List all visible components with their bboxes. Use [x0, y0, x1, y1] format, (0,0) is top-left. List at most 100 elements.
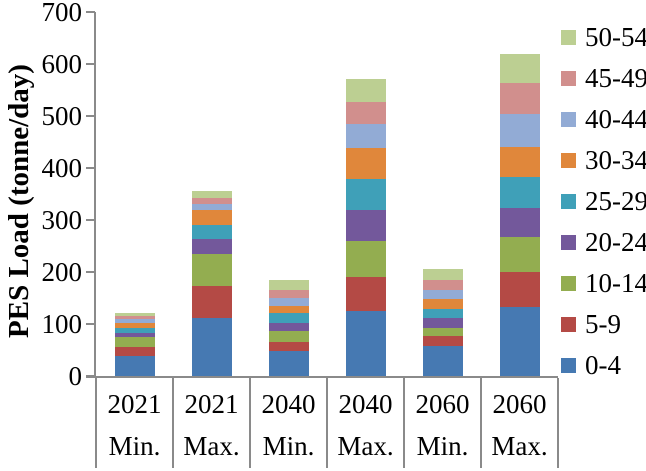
category-year-label: 2040 — [261, 389, 316, 419]
legend-item-40-44: 40-44 — [561, 106, 646, 133]
bar-segment-50-54 — [345, 79, 386, 103]
category-divider-line — [403, 378, 405, 468]
category-scenario-label: Min. — [108, 431, 161, 461]
category-divider-line — [95, 378, 97, 468]
bar-segment-40-44 — [191, 204, 232, 211]
legend-label: 10-14 — [585, 268, 646, 298]
bar-segment-20-24 — [422, 317, 463, 328]
bar-segment-5-9 — [114, 346, 155, 357]
y-axis-tick-label: 400 — [41, 153, 83, 183]
bar-segment-50-54 — [191, 190, 232, 199]
bar-segment-50-54 — [422, 268, 463, 281]
bar-segment-50-54 — [499, 53, 540, 84]
category-scenario-label: Max. — [491, 431, 548, 461]
x-axis-category-2040-min: 2040 Min. — [250, 378, 327, 471]
bar-segment-45-49 — [345, 102, 386, 124]
bar-segment-30-34 — [422, 299, 463, 309]
bar-segment-5-9 — [499, 271, 540, 308]
x-axis-category-2060-max: 2060 Max. — [481, 378, 558, 471]
category-divider-line — [172, 378, 174, 468]
bar-segment-30-34 — [191, 210, 232, 225]
bar-segment-20-24 — [499, 208, 540, 237]
legend-swatch-icon — [561, 276, 576, 291]
legend-item-10-14: 10-14 — [561, 270, 646, 297]
stacked-bar-2060-max — [499, 53, 540, 376]
bar-segment-25-29 — [268, 313, 309, 323]
bar-segment-20-24 — [345, 209, 386, 242]
x-axis-category-table: 2021 Min. 2021 Max. 2040 Min. 2040 Max. 2060 Min.… — [95, 378, 559, 471]
stacked-bar-2040-min — [268, 279, 309, 376]
category-scenario-label: Max. — [183, 431, 240, 461]
x-axis-line — [86, 376, 558, 378]
stacked-bar-2060-min — [422, 268, 463, 376]
bar-segment-0-4 — [191, 317, 232, 376]
legend-item-30-34: 30-34 — [561, 147, 646, 174]
bar-segment-5-9 — [191, 286, 232, 318]
bar-segment-45-49 — [422, 280, 463, 290]
bar-segment-20-24 — [114, 332, 155, 338]
legend-swatch-icon — [561, 112, 576, 127]
y-axis-tick-mark — [86, 167, 95, 169]
bar-segment-45-49 — [191, 198, 232, 205]
y-axis-tick-label: 100 — [41, 309, 83, 339]
legend-label: 25-29 — [585, 186, 646, 216]
y-axis-tick-mark — [86, 11, 95, 13]
y-axis-tick-mark — [86, 323, 95, 325]
legend-label: 50-54 — [585, 22, 646, 52]
x-axis-category-2021-max: 2021 Max. — [173, 378, 250, 471]
bar-segment-10-14 — [422, 327, 463, 337]
bar-segment-50-54 — [268, 279, 309, 290]
bar-segment-30-34 — [114, 322, 155, 328]
y-axis-tick-label: 500 — [41, 101, 83, 131]
y-axis-tick-mark — [86, 219, 95, 221]
category-divider-line — [480, 378, 482, 468]
category-divider-line — [326, 378, 328, 468]
bar-segment-0-4 — [422, 345, 463, 376]
category-scenario-label: Max. — [337, 431, 394, 461]
category-divider-line — [557, 378, 559, 468]
category-scenario-label: Min. — [262, 431, 315, 461]
bar-segment-40-44 — [268, 298, 309, 306]
bar-segment-10-14 — [191, 253, 232, 287]
legend-label: 5-9 — [585, 309, 621, 339]
legend-swatch-icon — [561, 194, 576, 209]
legend-swatch-icon — [561, 235, 576, 250]
y-axis-tick-mark — [86, 63, 95, 65]
y-axis-tick-label: 700 — [41, 0, 83, 27]
bar-segment-5-9 — [345, 277, 386, 311]
bar-segment-0-4 — [114, 356, 155, 376]
bar-segment-20-24 — [191, 239, 232, 254]
y-axis-tick-mark — [86, 115, 95, 117]
legend-swatch-icon — [561, 153, 576, 168]
category-year-label: 2060 — [492, 389, 547, 419]
bar-segment-40-44 — [114, 319, 155, 323]
x-axis-category-2060-min: 2060 Min. — [404, 378, 481, 471]
legend-swatch-icon — [561, 317, 576, 332]
category-scenario-label: Min. — [416, 431, 469, 461]
bar-segment-40-44 — [422, 289, 463, 300]
category-year-label: 2060 — [415, 389, 470, 419]
bar-segment-0-4 — [268, 351, 309, 376]
category-divider-line — [249, 378, 251, 468]
legend: 50-54 45-49 40-44 30-34 25-29 20-24 10-14 5-9 0-… — [561, 24, 646, 379]
plot-area — [96, 12, 558, 376]
legend-item-5-9: 5-9 — [561, 311, 646, 338]
bar-segment-30-34 — [499, 147, 540, 178]
bar-segment-25-29 — [191, 224, 232, 240]
bar-segment-25-29 — [345, 179, 386, 210]
bar-segment-5-9 — [422, 336, 463, 346]
legend-label: 45-49 — [585, 63, 646, 93]
legend-item-20-24: 20-24 — [561, 229, 646, 256]
category-year-label: 2040 — [338, 389, 393, 419]
bar-segment-25-29 — [114, 327, 155, 333]
bar-segment-10-14 — [499, 236, 540, 272]
legend-swatch-icon — [561, 71, 576, 86]
x-axis-category-2040-max: 2040 Max. — [327, 378, 404, 471]
y-axis-tick-label: 200 — [41, 257, 83, 287]
bar-segment-10-14 — [114, 337, 155, 347]
category-year-label: 2021 — [107, 389, 162, 419]
bar-segment-0-4 — [499, 307, 540, 376]
stacked-bar-2040-max — [345, 79, 386, 376]
bar-segment-25-29 — [499, 177, 540, 209]
